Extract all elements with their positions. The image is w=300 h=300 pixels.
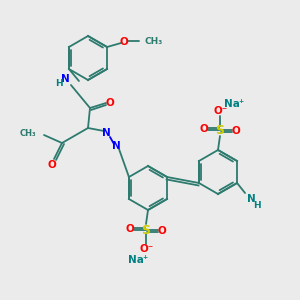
Text: S: S (215, 124, 224, 136)
Text: S: S (142, 224, 151, 236)
Text: N: N (102, 128, 110, 138)
Text: O: O (126, 224, 134, 234)
Text: N: N (112, 141, 120, 151)
Text: O: O (200, 124, 208, 134)
Text: Na: Na (224, 99, 240, 109)
Text: O⁻: O⁻ (214, 106, 228, 116)
Text: H: H (253, 200, 261, 209)
Text: ⁺: ⁺ (238, 99, 244, 109)
Text: N: N (247, 194, 255, 204)
Text: CH₃: CH₃ (20, 128, 36, 137)
Text: O: O (232, 126, 240, 136)
Text: N: N (61, 74, 69, 84)
Text: CH₃: CH₃ (144, 37, 162, 46)
Text: O: O (120, 37, 128, 47)
Text: O⁻: O⁻ (140, 244, 154, 254)
Text: O: O (158, 226, 166, 236)
Text: ⁺: ⁺ (142, 255, 148, 265)
Text: H: H (55, 79, 63, 88)
Text: Na: Na (128, 255, 144, 265)
Text: O: O (48, 160, 56, 170)
Text: O: O (106, 98, 114, 108)
